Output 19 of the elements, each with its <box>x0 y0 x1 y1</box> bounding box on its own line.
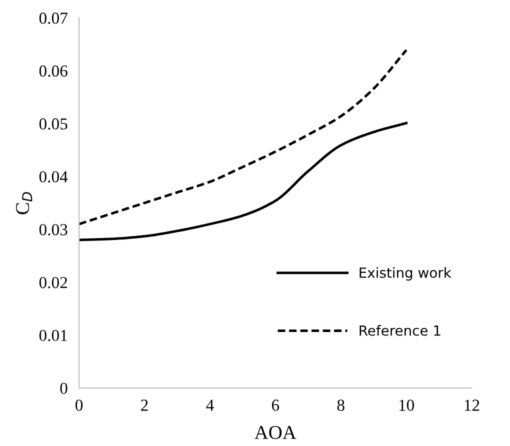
legend-label: Reference 1 <box>360 325 440 336</box>
y-tick-label: 0.03 <box>39 224 68 236</box>
x-tick-label: 8 <box>337 400 344 411</box>
x-tick-label: 6 <box>272 400 280 411</box>
x-tick-label: 4 <box>206 400 214 411</box>
y-tick-label: 0.05 <box>39 118 68 130</box>
x-axis-title: AOA <box>254 426 296 440</box>
y-axis-title: C$_{D}$ <box>16 192 32 214</box>
y-tick-label: 0.02 <box>39 276 68 288</box>
x-tick-label: 12 <box>464 400 480 411</box>
legend-label: Existing work <box>360 267 452 281</box>
y-tick-label: 0.01 <box>39 330 67 342</box>
x-tick-label: 0 <box>76 400 83 411</box>
y-tick-label: 0 <box>60 382 68 394</box>
y-tick-label: 0.04 <box>39 171 68 183</box>
x-tick-label: 10 <box>399 400 414 411</box>
y-tick-label: 0.07 <box>39 12 68 24</box>
y-tick-label: 0.06 <box>39 65 68 77</box>
x-tick-label: 2 <box>141 400 148 411</box>
